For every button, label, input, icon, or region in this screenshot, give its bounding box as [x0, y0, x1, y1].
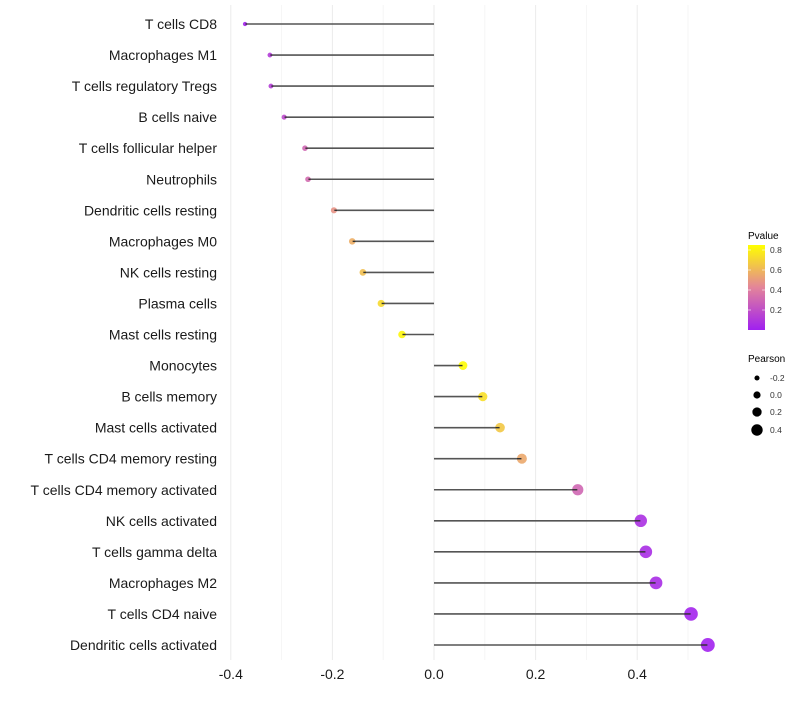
data-point: [268, 83, 274, 89]
y-tick-label: T cells follicular helper: [79, 140, 218, 156]
data-point: [398, 330, 406, 339]
y-tick-label: Macrophages M2: [109, 575, 217, 591]
legend-pearson-title: Pearson: [748, 354, 785, 365]
data-point: [700, 638, 715, 652]
size-legend-key: [754, 375, 760, 381]
data-point: [639, 545, 653, 559]
colorbar-label: 0.8: [770, 245, 782, 255]
y-tick-label: NK cells resting: [120, 264, 217, 280]
y-tick-label: Mast cells activated: [95, 420, 217, 436]
grid-lines: [230, 5, 689, 660]
y-tick-label: Monocytes: [149, 358, 217, 374]
y-tick-label: Neutrophils: [146, 171, 217, 187]
pvalue-colorbar: [748, 245, 765, 330]
x-tick-label: 0.4: [627, 666, 647, 682]
y-tick-label: NK cells activated: [106, 513, 217, 529]
y-tick-label: T cells CD8: [145, 16, 217, 32]
size-legend-label: 0.2: [770, 407, 782, 417]
data-point: [649, 576, 663, 590]
legend-pearson: Pearson -0.2 0.0 0.2 0.4: [748, 354, 785, 436]
data-point: [458, 361, 468, 370]
data-point: [348, 238, 356, 245]
y-tick-label: B cells naive: [138, 109, 217, 125]
size-legend-key: [752, 407, 762, 417]
data-point: [377, 299, 385, 308]
data-point: [684, 607, 698, 621]
y-tick-label: Macrophages M0: [109, 233, 217, 249]
data-point: [634, 514, 648, 528]
size-legend-key: [753, 391, 761, 399]
colorbar-label: 0.2: [770, 305, 782, 315]
size-legend-label: 0.0: [770, 390, 782, 400]
x-tick-label: -0.2: [320, 666, 344, 682]
x-tick-label: -0.4: [219, 666, 243, 682]
y-axis-labels: T cells CD8 Macrophages M1 T cells regulat…: [31, 16, 218, 653]
colorbar-label: 0.4: [770, 285, 782, 295]
x-tick-label: 0.0: [424, 666, 444, 682]
y-tick-label: T cells CD4 memory activated: [31, 482, 217, 498]
data-point: [495, 422, 505, 433]
data-point: [267, 52, 273, 58]
y-tick-label: Dendritic cells resting: [84, 202, 217, 218]
y-tick-label: T cells CD4 naive: [108, 606, 218, 622]
data-point: [330, 207, 337, 214]
y-tick-label: T cells regulatory Tregs: [72, 78, 217, 94]
data-point: [305, 176, 311, 183]
data-point: [281, 114, 287, 120]
x-axis-labels: -0.4 -0.2 0.0 0.2 0.4: [219, 666, 647, 682]
size-legend-label: 0.4: [770, 425, 782, 435]
legend-pvalue-title: Pvalue: [748, 231, 779, 242]
y-tick-label: T cells CD4 memory resting: [45, 451, 217, 467]
y-tick-label: Plasma cells: [138, 295, 217, 311]
x-tick-label: 0.2: [526, 666, 546, 682]
data-point: [478, 391, 488, 402]
lollipop-segments: [245, 23, 708, 646]
data-point: [516, 453, 527, 464]
data-point: [242, 21, 248, 27]
y-tick-label: Dendritic cells activated: [70, 637, 217, 653]
colorbar-label: 0.6: [770, 265, 782, 275]
data-point: [359, 269, 367, 276]
size-legend-key: [751, 424, 763, 436]
y-tick-label: Mast cells resting: [109, 327, 217, 343]
y-tick-label: T cells gamma delta: [92, 544, 217, 560]
y-tick-label: Macrophages M1: [109, 47, 217, 63]
lollipop-points: [242, 21, 715, 652]
size-legend-label: -0.2: [770, 373, 785, 383]
data-point: [302, 145, 308, 151]
data-point: [572, 484, 584, 496]
legend-pvalue: Pvalue 0.8 0.6 0.4 0.2: [748, 231, 782, 330]
y-tick-label: B cells memory: [121, 389, 217, 405]
